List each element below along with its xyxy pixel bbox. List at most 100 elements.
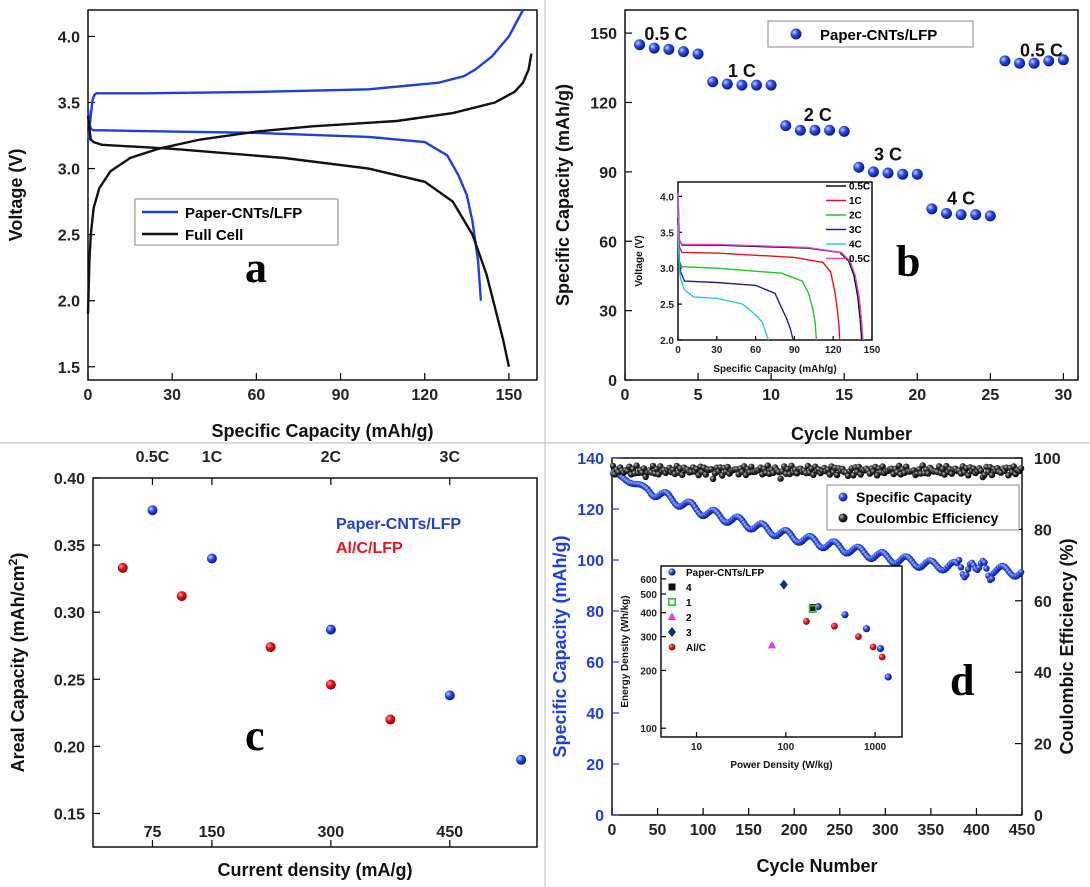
y-tick-label: 2.0 — [58, 294, 80, 311]
y2-tick-label: 0 — [1034, 808, 1043, 825]
plot-frame — [624, 9, 1079, 381]
y-tick-label: 0.30 — [54, 605, 85, 622]
curve-full-cell-discharge — [86, 115, 511, 368]
inset-legend-marker — [667, 612, 677, 620]
inset-frame — [677, 181, 873, 341]
inset-legend-marker — [668, 583, 676, 591]
x-tick-label: 0 — [84, 387, 93, 404]
y-axis-label-main: Areal Capacity (mAh/cm — [8, 565, 28, 772]
inset-legend-label: Al/C — [686, 643, 706, 654]
data-point-paper-cnts-lfp — [444, 690, 455, 701]
y-tick-label: 2.5 — [58, 228, 80, 245]
inset-point-paper-cnts-lfp — [876, 644, 885, 653]
efficiency-point — [640, 465, 648, 472]
y-tick-label: 0.20 — [54, 739, 85, 756]
inset-y-tick-label: 100 — [640, 724, 657, 735]
data-point — [1043, 55, 1055, 67]
data-point — [897, 168, 909, 180]
rate-label: 1 C — [728, 61, 756, 81]
curve-paper-cnts-lfp-charge — [86, 9, 525, 143]
data-point — [677, 46, 689, 58]
y-tick-label: 90 — [599, 165, 617, 182]
data-point-paper-cnts-lfp — [325, 624, 336, 635]
inset-legend-label: 1 — [686, 598, 692, 609]
inset-curve-3c — [677, 217, 794, 341]
x-tick-label: 120 — [411, 387, 438, 404]
efficiency-point — [748, 463, 755, 470]
x-tick-label: 10 — [762, 387, 780, 404]
inset-y-tick-label: 4.0 — [660, 192, 674, 203]
y-tick-label: 4.0 — [58, 29, 80, 46]
data-point — [692, 48, 704, 60]
inset-legend-marker — [668, 568, 676, 576]
inset-point-paper-cnts-lfp — [884, 673, 892, 681]
efficiency-point — [965, 472, 972, 479]
top-tick-label: 3C — [440, 449, 461, 466]
efficiency-point — [988, 471, 996, 479]
inset-legend-marker — [668, 627, 676, 637]
efficiency-point — [679, 471, 686, 478]
y2-axis-label: Coulombic Efficiency (%) — [1057, 538, 1077, 754]
legend-box — [826, 484, 1020, 531]
y-tick-label: 100 — [577, 553, 604, 570]
inset-y-tick-label: 400 — [640, 609, 657, 620]
data-point — [926, 203, 938, 215]
y-tick-label: 20 — [586, 757, 604, 774]
data-point — [634, 39, 646, 51]
y-tick-label: 30 — [599, 304, 617, 321]
inset-x-tick-label: 10 — [691, 742, 703, 753]
x-axis-label: Cycle Number — [756, 856, 877, 876]
rate-label: 2 C — [804, 105, 832, 125]
x-tick-label: 75 — [144, 824, 162, 841]
curve-full-cell-charge — [86, 53, 533, 314]
x-tick-label: 0 — [621, 387, 630, 404]
data-point — [751, 79, 763, 91]
panel-c: 75 150 300 450 0.15 0.20 0.25 0.30 0.35 0.40 0.5C 1… — [6, 449, 538, 880]
legend-label: Paper-CNTs/LFP — [820, 27, 937, 44]
inset-point-1 — [808, 604, 817, 613]
x-tick-label: 250 — [826, 822, 853, 839]
y-axis-label: Specific Capacity (mAh/g) — [550, 535, 570, 757]
y-tick-label: 0 — [595, 808, 604, 825]
efficiency-point — [879, 463, 886, 470]
inset-y-axis-label: Voltage (V) — [634, 235, 645, 286]
efficiency-point — [764, 462, 771, 469]
data-point — [838, 125, 850, 137]
efficiency-point — [702, 471, 709, 478]
data-point — [1028, 57, 1040, 69]
panel-letter: b — [896, 237, 920, 286]
inset-legend-marker — [668, 643, 676, 651]
x-axis-label: Cycle Number — [791, 424, 912, 444]
data-point-al-c-lfp — [117, 562, 128, 573]
x-tick-label: 200 — [781, 822, 808, 839]
x-tick-label: 150 — [496, 387, 523, 404]
inset-legend-marker — [667, 597, 676, 606]
inset-point-paper-cnts-lfp — [862, 625, 871, 633]
y-axis-label: Areal Capacity (mAh/cm2) — [6, 553, 28, 773]
legend-label: Full Cell — [185, 227, 243, 244]
y2-tick-label: 40 — [1034, 665, 1052, 682]
data-point — [882, 167, 894, 179]
legend-box — [767, 20, 974, 48]
y-axis-label: Voltage (V) — [6, 149, 26, 242]
x-tick-label: 60 — [247, 387, 265, 404]
x-tick-label: 20 — [908, 387, 926, 404]
rate-label: 3 C — [874, 144, 902, 164]
x-tick-label: 90 — [332, 387, 350, 404]
x-tick-label: 30 — [1054, 387, 1072, 404]
inset-legend-label: 0.5C — [849, 254, 870, 265]
inset-x-tick-label: 1000 — [864, 742, 887, 753]
plot-frame — [92, 477, 538, 848]
data-point — [707, 76, 719, 88]
y-axis-label: Specific Capacity (mAh/g) — [553, 84, 573, 306]
capacity-point — [957, 564, 965, 571]
inset-legend-label: 0.5C — [849, 182, 870, 193]
top-tick-label: 1C — [202, 449, 223, 466]
data-point — [853, 161, 865, 173]
panel-letter: d — [950, 656, 974, 705]
inset-legend-label: 2C — [849, 211, 862, 222]
efficiency-point — [977, 467, 985, 474]
inset-curve-2c — [677, 210, 818, 341]
data-point — [867, 166, 879, 178]
legend-label: Specific Capacity — [856, 489, 972, 505]
